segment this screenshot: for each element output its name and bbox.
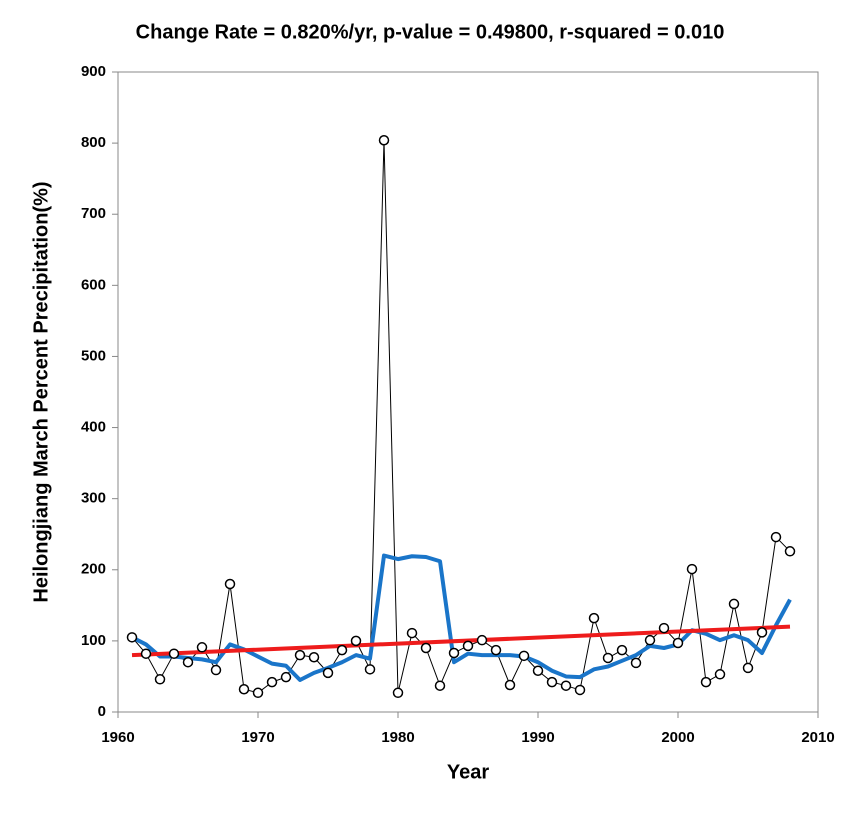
data-point xyxy=(420,642,432,654)
x-tick-label: 1970 xyxy=(241,729,274,746)
data-point xyxy=(602,652,614,664)
data-point xyxy=(462,640,474,652)
data-point xyxy=(392,687,404,699)
data-point xyxy=(560,680,572,691)
y-axis-label: Heilongjiang March Percent Precipitation… xyxy=(30,181,52,602)
y-tick-label: 100 xyxy=(81,632,106,649)
data-point xyxy=(490,644,502,656)
data-point xyxy=(168,648,180,659)
data-point xyxy=(126,632,138,643)
data-point xyxy=(378,135,390,146)
y-tick-label: 0 xyxy=(98,703,106,720)
data-point xyxy=(728,598,740,610)
data-point xyxy=(252,687,264,699)
data-point xyxy=(644,634,656,646)
data-point xyxy=(714,669,726,680)
data-point xyxy=(546,676,558,688)
y-tick-label: 600 xyxy=(81,276,106,293)
data-point xyxy=(700,676,712,688)
data-point xyxy=(476,634,488,646)
data-point xyxy=(686,563,698,575)
y-tick-label: 700 xyxy=(81,205,106,222)
y-tick-label: 800 xyxy=(81,134,106,151)
data-point xyxy=(630,657,642,669)
data-point xyxy=(756,627,768,638)
series-line xyxy=(131,624,791,658)
x-tick-label: 1980 xyxy=(381,729,414,746)
data-point xyxy=(350,635,362,647)
data-point xyxy=(336,644,348,656)
x-tick-label: 1990 xyxy=(521,729,554,746)
data-point xyxy=(770,531,782,543)
series-line xyxy=(131,139,791,694)
y-tick-label: 400 xyxy=(81,419,106,436)
data-point xyxy=(280,671,292,683)
data-point xyxy=(224,578,236,590)
x-axis-label: Year xyxy=(447,761,489,783)
x-tick-label: 1960 xyxy=(101,729,134,746)
data-point xyxy=(574,684,586,696)
data-point xyxy=(140,648,152,659)
data-point xyxy=(210,664,222,676)
data-point xyxy=(308,651,320,663)
y-tick-label: 200 xyxy=(81,561,106,578)
data-point xyxy=(406,627,418,639)
x-tick-label: 2010 xyxy=(801,729,834,746)
data-point xyxy=(742,662,754,674)
data-point xyxy=(434,680,446,691)
data-point xyxy=(658,622,670,634)
chart-title: Change Rate = 0.820%/yr, p-value = 0.498… xyxy=(136,21,725,43)
data-point xyxy=(182,656,194,668)
data-point xyxy=(294,649,306,661)
plot-frame xyxy=(117,71,819,713)
y-tick-label: 500 xyxy=(81,347,106,364)
data-point xyxy=(266,676,278,688)
data-point xyxy=(784,546,796,557)
data-point xyxy=(518,650,530,662)
data-point xyxy=(616,644,628,656)
data-point xyxy=(448,647,460,659)
data-point xyxy=(588,612,600,624)
data-point xyxy=(238,683,250,695)
data-point xyxy=(504,679,516,691)
data-point xyxy=(154,674,166,685)
x-tick-label: 2000 xyxy=(661,729,694,746)
data-point xyxy=(672,637,684,649)
data-point xyxy=(532,665,544,677)
data-point xyxy=(364,664,376,675)
y-tick-label: 900 xyxy=(81,63,106,80)
data-point xyxy=(322,667,334,679)
y-tick-label: 300 xyxy=(81,490,106,507)
data-point xyxy=(196,642,208,653)
